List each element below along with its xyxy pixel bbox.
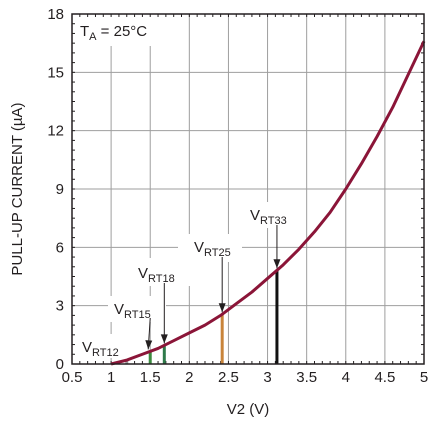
- x-tick-label-5: 3: [263, 369, 271, 386]
- y-tick-label-5: 15: [47, 64, 64, 81]
- x-tick-label-4: 2.5: [218, 369, 239, 386]
- series-layer: [110, 40, 426, 366]
- vrt15-arrow-head: [145, 340, 153, 350]
- y-tick-label-3: 9: [56, 181, 64, 198]
- x-tick-label-9: 5: [420, 369, 428, 386]
- vrt18-arrow-head: [160, 334, 168, 344]
- y-tick-label-0: 0: [56, 356, 64, 373]
- voltage-markers: [125, 270, 279, 364]
- y-tick-label-1: 3: [56, 298, 64, 315]
- x-tick-labels: 0.5 1 1.5 2 2.5 3 3.5 4 4.5 5: [62, 369, 429, 386]
- vrt25-arrow-head: [218, 303, 226, 313]
- x-tick-label-6: 3.5: [296, 369, 317, 386]
- y-axis-title: PULL-UP CURRENT (µA): [9, 102, 26, 275]
- x-tick-label-8: 4.5: [374, 369, 395, 386]
- vrt12-label: VRT12: [82, 339, 119, 359]
- x-tick-label-3: 2: [185, 369, 193, 386]
- vrt33-arrow-head: [273, 259, 281, 269]
- y-tick-label-4: 12: [47, 123, 64, 140]
- annotations: TA = 25°C VRT12 VRT15 VRT18 VRT25 VRT33: [80, 23, 287, 359]
- y-tick-label-2: 6: [56, 239, 64, 256]
- vrt33-label: VRT33: [250, 207, 287, 227]
- y-tick-labels: 0 3 6 9 12 15 18: [47, 6, 64, 373]
- x-tick-label-0: 0.5: [62, 369, 83, 386]
- vrt18-label: VRT18: [138, 265, 175, 285]
- vrt15-label: VRT15: [114, 301, 151, 321]
- series-line-0: [110, 40, 426, 366]
- plot-frame: [71, 13, 425, 365]
- temperature-label: TA = 25°C: [80, 23, 147, 43]
- x-axis-title: V2 (V): [227, 401, 270, 418]
- y-tick-label-6: 18: [47, 6, 64, 23]
- x-tick-label-2: 1.5: [140, 369, 161, 386]
- x-tick-label-7: 4: [342, 369, 350, 386]
- x-tick-label-1: 1: [107, 369, 115, 386]
- vrt25-label: VRT25: [194, 239, 231, 259]
